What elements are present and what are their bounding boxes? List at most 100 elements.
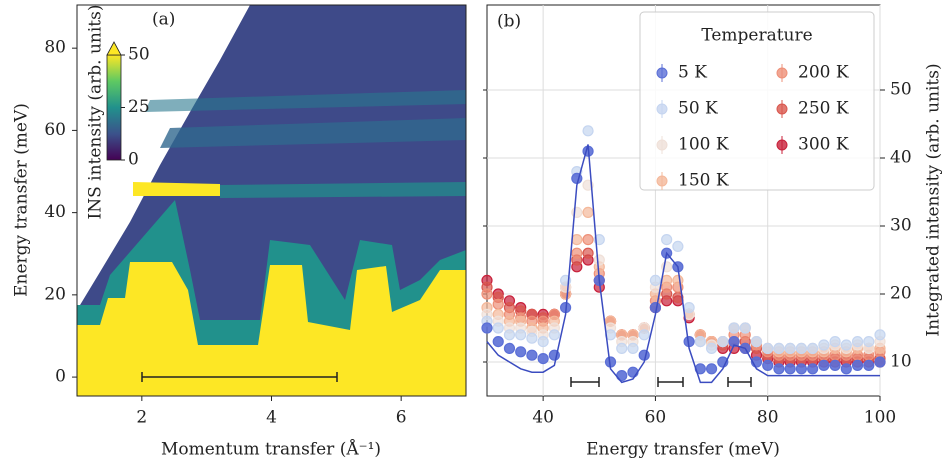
data-point	[750, 336, 763, 348]
data-point	[492, 322, 504, 334]
data-point	[526, 332, 538, 344]
colorbar-tick-label: 25	[128, 97, 150, 117]
data-point	[818, 359, 830, 371]
y2-tick-label: 50	[890, 80, 912, 100]
data-point	[807, 342, 819, 354]
data-point	[773, 342, 785, 354]
colorbar-tick-label: 0	[128, 150, 139, 170]
colorbar-extension	[106, 41, 122, 56]
x-axis-label: Momentum transfer (Å⁻¹)	[161, 439, 381, 460]
data-point	[784, 342, 796, 354]
x-axis-label: Energy transfer (meV)	[586, 440, 780, 460]
legend-marker	[656, 103, 668, 115]
data-point	[582, 125, 594, 137]
resolution-bars	[570, 377, 752, 387]
data-point	[784, 363, 796, 375]
data-point	[863, 336, 875, 348]
data-point	[481, 322, 493, 334]
data-point	[739, 322, 751, 334]
series	[481, 125, 886, 354]
y2-axis-label: Integrated intensity (arb. units)	[924, 63, 944, 336]
data-point	[537, 353, 549, 365]
legend-marker	[656, 139, 668, 151]
y2-tick-label: 40	[890, 148, 912, 168]
data-point	[649, 274, 662, 286]
data-point	[773, 363, 785, 375]
data-point	[661, 234, 673, 246]
data-point	[863, 359, 875, 371]
legend-label: 300 K	[798, 135, 849, 155]
data-point	[840, 363, 852, 375]
data-point	[638, 349, 650, 361]
legend-marker	[776, 67, 788, 79]
data-point	[492, 298, 504, 310]
data-point	[672, 240, 684, 252]
legend-marker	[656, 67, 668, 79]
data-point	[829, 336, 841, 348]
data-point	[526, 349, 538, 361]
data-point	[638, 329, 650, 341]
heatmap-region	[145, 90, 466, 112]
data-point	[503, 329, 516, 341]
legend-title: Temperature	[701, 26, 812, 46]
y-axis-label: Energy transfer (meV)	[12, 103, 32, 297]
fit-line	[486, 144, 880, 384]
legend-label: 50 K	[678, 99, 718, 119]
data-point	[571, 247, 583, 259]
y2-tick-label: 30	[890, 216, 912, 236]
data-point	[762, 359, 774, 371]
x-tick-label: 100	[864, 408, 896, 428]
data-point	[683, 302, 695, 314]
data-point	[705, 363, 718, 375]
legend-marker	[776, 139, 788, 151]
y2-tick-label: 10	[890, 352, 912, 372]
data-point	[851, 359, 864, 371]
colorbar-tick-label: 50	[128, 45, 150, 65]
data-point	[515, 346, 527, 358]
colorbar-label: INS intensity (arb. units)	[86, 5, 106, 220]
data-point	[582, 206, 594, 218]
data-point	[874, 329, 886, 341]
legend-label: 150 K	[678, 171, 729, 191]
x-tick-label: 4	[266, 408, 277, 428]
legend-label: 100 K	[678, 135, 729, 155]
data-point	[672, 274, 684, 286]
data-point	[492, 336, 504, 348]
legend-marker	[656, 175, 668, 187]
heatmap-region	[160, 118, 466, 148]
data-point	[851, 336, 864, 348]
data-point	[829, 359, 841, 371]
panel-label: (b)	[497, 12, 521, 32]
data-point	[582, 247, 594, 259]
data-point	[593, 254, 605, 266]
data-point	[807, 363, 819, 375]
x-tick-label: 2	[136, 408, 147, 428]
panel-label: (a)	[152, 10, 175, 30]
data-point	[548, 329, 560, 341]
x-tick-label: 6	[396, 408, 407, 428]
data-point	[705, 342, 718, 354]
data-point	[818, 339, 830, 351]
data-point	[582, 234, 594, 246]
legend-label: 5 K	[678, 63, 707, 83]
data-point	[515, 329, 527, 341]
x-tick-label: 40	[532, 408, 554, 428]
legend: Temperature 5 K 50 K 100 K 150 K 200 K 250 K 30…	[639, 11, 875, 191]
data-point	[717, 336, 729, 348]
y-tick-label: 40	[44, 202, 66, 222]
data-point	[571, 206, 583, 218]
heatmap-region	[220, 182, 466, 198]
data-point	[762, 342, 774, 354]
y-tick-label: 20	[44, 284, 66, 304]
y-tick-label: 80	[44, 38, 66, 58]
data-point	[627, 342, 639, 354]
legend-marker	[776, 103, 788, 115]
legend-label: 200 K	[798, 63, 849, 83]
data-point	[571, 234, 583, 246]
colorbar	[106, 54, 122, 161]
data-point	[840, 339, 852, 351]
data-point	[481, 288, 493, 300]
data-point	[537, 336, 549, 348]
data-point	[795, 342, 808, 354]
heatmap-image	[77, 5, 466, 396]
